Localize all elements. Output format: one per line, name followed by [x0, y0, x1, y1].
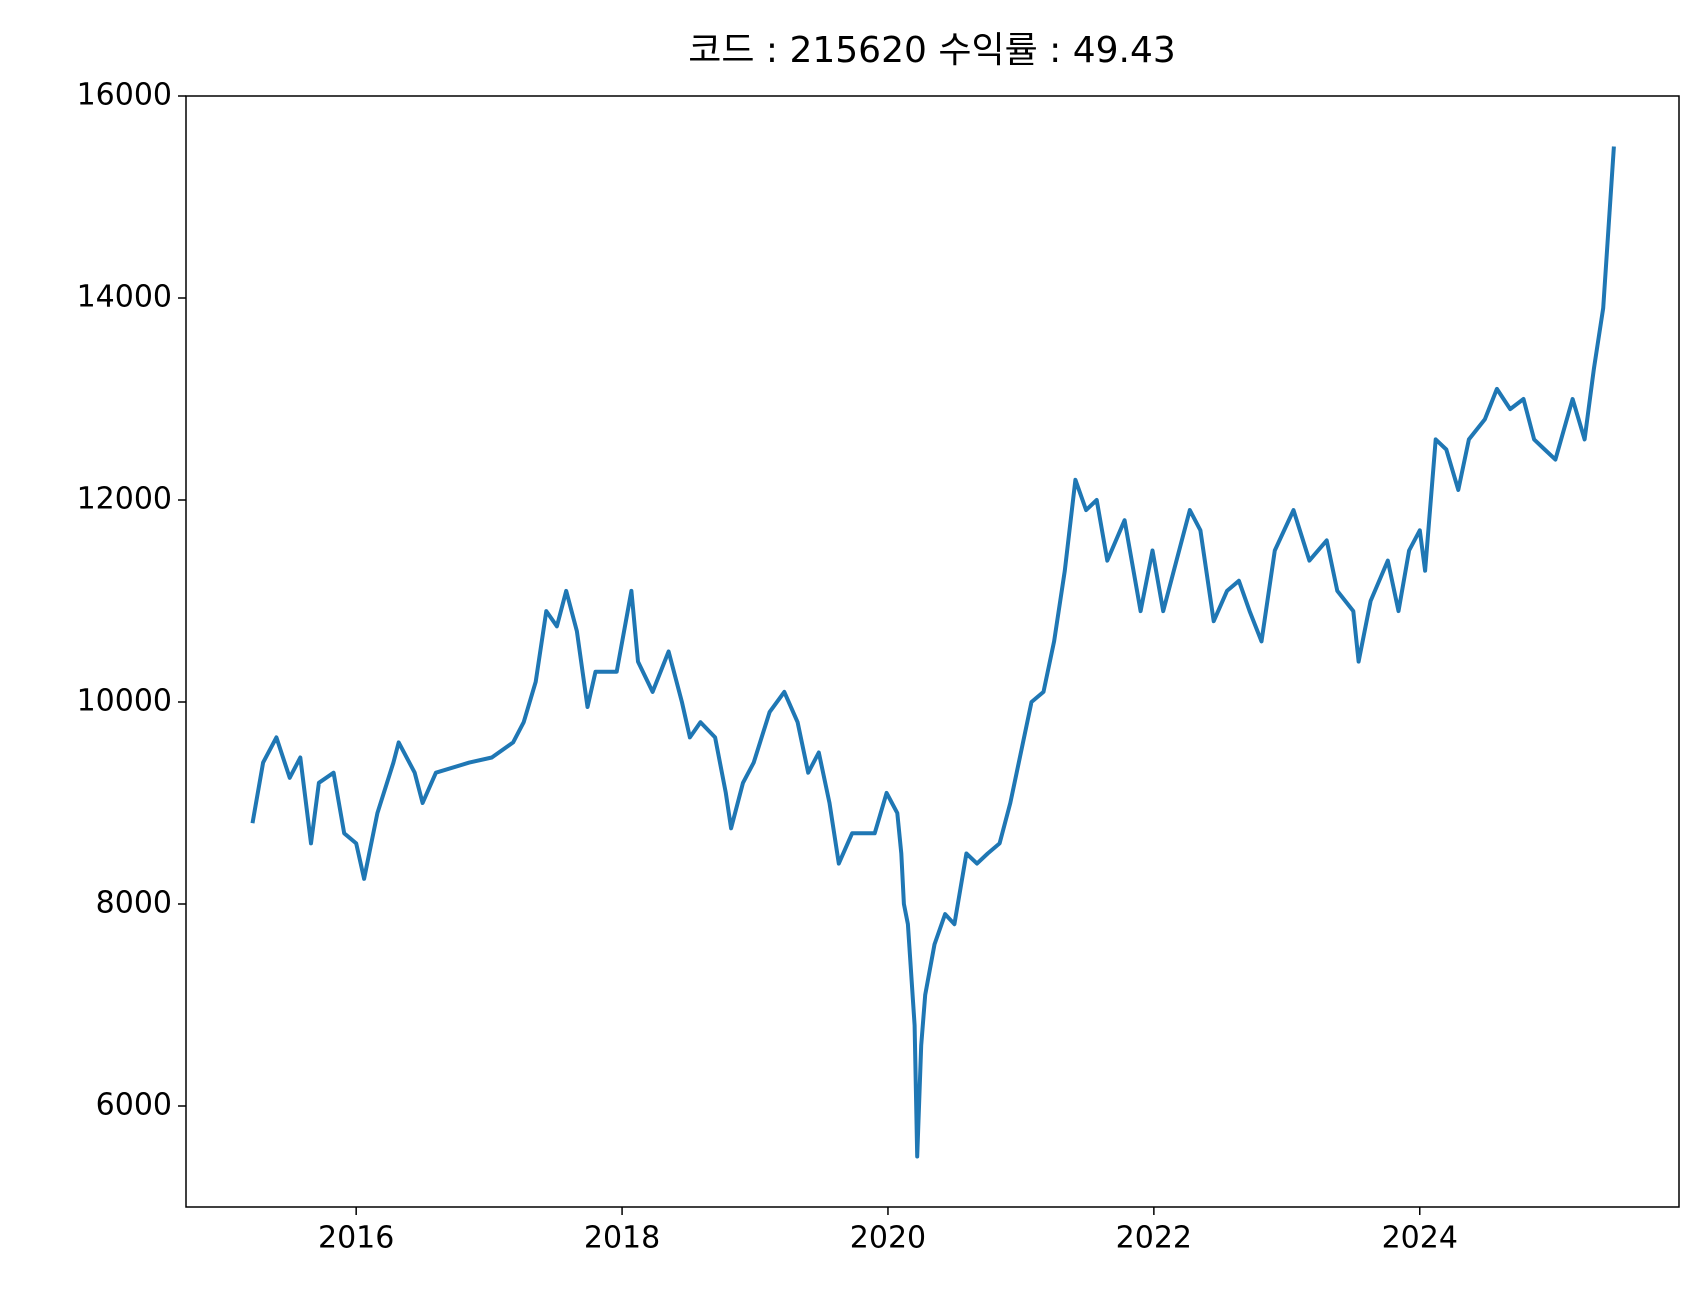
x-tick-label: 2018: [584, 1221, 660, 1256]
y-tick-label: 14000: [77, 280, 172, 315]
y-tick-label: 6000: [96, 1088, 172, 1123]
price-line: [250, 146, 1616, 1159]
x-tick-label: 2022: [1116, 1221, 1192, 1256]
x-tick-label: 2020: [850, 1221, 926, 1256]
x-tick-label: 2024: [1382, 1221, 1458, 1256]
plot-frame: [185, 95, 1680, 1208]
chart-title: 코드 : 215620 수익률 : 49.43: [688, 30, 1176, 71]
y-tick-label: 8000: [96, 886, 172, 921]
y-tick-label: 10000: [77, 684, 172, 719]
y-tick-label: 16000: [77, 78, 172, 113]
y-tick-label: 12000: [77, 482, 172, 517]
x-tick-label: 2016: [318, 1221, 394, 1256]
